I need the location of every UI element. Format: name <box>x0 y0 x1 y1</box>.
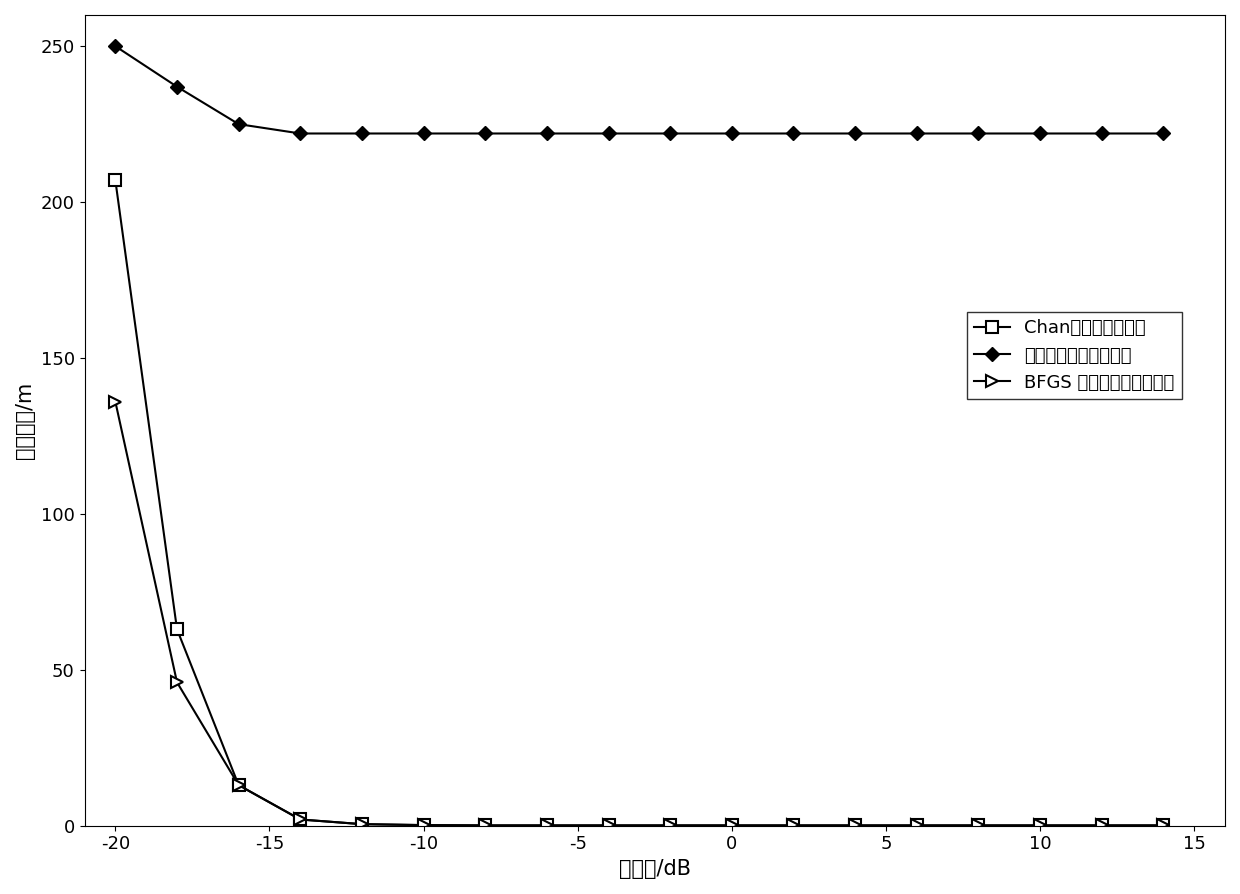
Legend: Chan算法的定位偏差, 基本牛顿法的定位偏差, BFGS 拟牛顿法的定位偏差: Chan算法的定位偏差, 基本牛顿法的定位偏差, BFGS 拟牛顿法的定位偏差 <box>966 312 1182 399</box>
BFGS 拟牛顿法的定位偏差 <box>971 820 986 831</box>
Chan算法的定位偏差 <box>971 820 986 831</box>
基本牛顿法的定位偏差 <box>786 128 801 139</box>
BFGS 拟牛顿法的定位偏差 <box>1156 820 1171 831</box>
Chan算法的定位偏差 <box>1094 820 1109 831</box>
BFGS 拟牛顿法的定位偏差 <box>848 820 863 831</box>
Chan算法的定位偏差 <box>724 820 739 831</box>
Chan算法的定位偏差 <box>539 820 554 831</box>
Y-axis label: 定位偏差/m: 定位偏差/m <box>15 382 35 459</box>
BFGS 拟牛顿法的定位偏差 <box>539 820 554 831</box>
BFGS 拟牛顿法的定位偏差 <box>231 780 246 790</box>
基本牛顿法的定位偏差 <box>1094 128 1109 139</box>
基本牛顿法的定位偏差 <box>477 128 492 139</box>
Chan算法的定位偏差 <box>909 820 924 831</box>
Chan算法的定位偏差 <box>477 820 492 831</box>
基本牛顿法的定位偏差 <box>848 128 863 139</box>
基本牛顿法的定位偏差 <box>724 128 739 139</box>
BFGS 拟牛顿法的定位偏差 <box>601 820 616 831</box>
Chan算法的定位偏差 <box>848 820 863 831</box>
BFGS 拟牛顿法的定位偏差 <box>170 677 185 687</box>
BFGS 拟牛顿法的定位偏差 <box>662 820 677 831</box>
Chan算法的定位偏差 <box>170 624 185 635</box>
Chan算法的定位偏差 <box>293 814 308 825</box>
Line: BFGS 拟牛顿法的定位偏差: BFGS 拟牛顿法的定位偏差 <box>110 396 1169 831</box>
BFGS 拟牛顿法的定位偏差 <box>1033 820 1048 831</box>
BFGS 拟牛顿法的定位偏差 <box>786 820 801 831</box>
Chan算法的定位偏差 <box>108 175 123 186</box>
基本牛顿法的定位偏差 <box>1156 128 1171 139</box>
BFGS 拟牛顿法的定位偏差 <box>417 820 432 831</box>
基本牛顿法的定位偏差 <box>601 128 616 139</box>
基本牛顿法的定位偏差 <box>1033 128 1048 139</box>
Chan算法的定位偏差 <box>417 820 432 831</box>
Chan算法的定位偏差 <box>231 780 246 790</box>
Chan算法的定位偏差 <box>601 820 616 831</box>
Chan算法的定位偏差 <box>662 820 677 831</box>
Line: Chan算法的定位偏差: Chan算法的定位偏差 <box>110 174 1169 831</box>
BFGS 拟牛顿法的定位偏差 <box>108 396 123 407</box>
BFGS 拟牛顿法的定位偏差 <box>293 814 308 825</box>
Chan算法的定位偏差 <box>355 819 370 830</box>
基本牛顿法的定位偏差 <box>108 41 123 52</box>
Line: 基本牛顿法的定位偏差: 基本牛顿法的定位偏差 <box>110 41 1168 139</box>
基本牛顿法的定位偏差 <box>170 81 185 92</box>
基本牛顿法的定位偏差 <box>971 128 986 139</box>
X-axis label: 信噪比/dB: 信噪比/dB <box>619 859 691 879</box>
基本牛顿法的定位偏差 <box>355 128 370 139</box>
BFGS 拟牛顿法的定位偏差 <box>1094 820 1109 831</box>
BFGS 拟牛顿法的定位偏差 <box>355 819 370 830</box>
Chan算法的定位偏差 <box>786 820 801 831</box>
基本牛顿法的定位偏差 <box>293 128 308 139</box>
基本牛顿法的定位偏差 <box>539 128 554 139</box>
BFGS 拟牛顿法的定位偏差 <box>477 820 492 831</box>
BFGS 拟牛顿法的定位偏差 <box>909 820 924 831</box>
Chan算法的定位偏差 <box>1033 820 1048 831</box>
基本牛顿法的定位偏差 <box>662 128 677 139</box>
基本牛顿法的定位偏差 <box>417 128 432 139</box>
BFGS 拟牛顿法的定位偏差 <box>724 820 739 831</box>
基本牛顿法的定位偏差 <box>231 119 246 130</box>
基本牛顿法的定位偏差 <box>909 128 924 139</box>
Chan算法的定位偏差 <box>1156 820 1171 831</box>
